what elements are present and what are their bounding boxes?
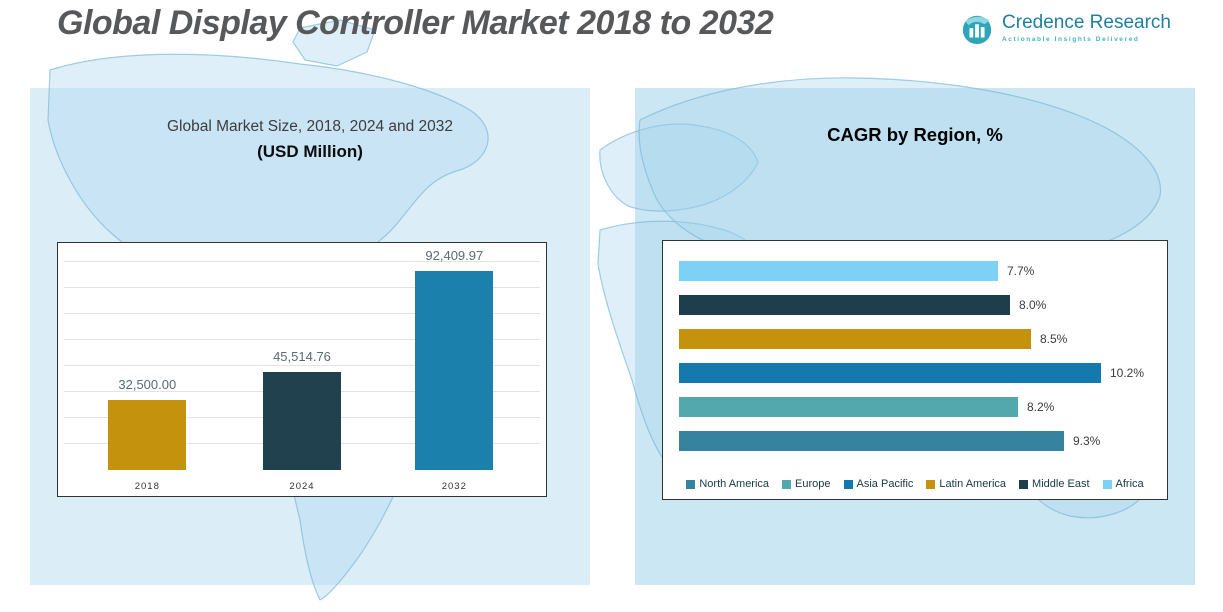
cagr-plot: 7.7% 8.0% 8.5% 10.2% 8.2% 9.3% [679,261,1159,465]
legend-item-europe: Europe [782,478,831,490]
market-size-chart-title: Global Market Size, 2018, 2024 and 2032 … [30,118,590,162]
page-title: Global Display Controller Market 2018 to… [57,4,774,42]
market-size-subtitle-line: (USD Million) [257,142,363,161]
legend-swatch [926,479,936,489]
market-size-chart: 32,500.00 45,514.76 92,409.97 2018 2024 2032 [57,242,547,497]
legend-label: Middle East [1032,478,1090,490]
cagr-bar-latin-america [679,329,1031,349]
legend-item-middle-east: Middle East [1019,478,1090,490]
cagr-bar-asia-pacific [679,363,1101,383]
legend-swatch [1102,479,1112,489]
cagr-row-north-america: 9.3% [679,431,1159,451]
bar-value-label: 45,514.76 [273,349,331,364]
legend-label: Latin America [939,478,1007,490]
bar-value-label: 32,500.00 [118,377,177,392]
legend-item-latin-america: Latin America [926,478,1006,490]
bar-value-label: 92,409.97 [425,248,484,263]
cagr-row-europe: 8.2% [679,397,1159,417]
legend-swatch [1019,479,1029,489]
cagr-bar-middle-east [679,295,1010,315]
cagr-bar-africa [679,261,998,281]
legend-label: Africa [1115,478,1144,490]
bar-2032 [415,271,494,470]
market-size-plot: 32,500.00 45,514.76 92,409.97 [64,248,540,470]
brand-name: Credence Research [1002,12,1171,33]
cagr-value-label: 10.2% [1110,366,1145,380]
credence-logo-icon [962,15,992,45]
cagr-legend: North America Europe Asia Pacific Latin Ame… [663,478,1167,490]
legend-label: North America [699,478,770,490]
brand-logo-text: Credence Research Actionable Insights De… [1002,12,1171,43]
cagr-value-label: 8.5% [1040,332,1068,346]
legend-swatch [843,479,853,489]
cagr-bar-europe [679,397,1018,417]
brand-logo: Credence Research Actionable Insights De… [960,12,1171,46]
cagr-row-africa: 7.7% [679,261,1159,281]
legend-swatch [686,479,696,489]
cagr-bar-north-america [679,431,1064,451]
legend-label: Asia Pacific [856,478,914,490]
market-size-categories: 2018 2024 2032 [64,478,540,492]
bar-category-label: 2032 [441,481,467,492]
cagr-value-label: 8.2% [1027,400,1055,414]
bar-category-label: 2018 [134,481,160,492]
cagr-value-label: 8.0% [1019,298,1047,312]
cagr-row-latin-america: 8.5% [679,329,1159,349]
legend-item-africa: Africa [1102,478,1144,490]
legend-label: Europe [795,478,831,490]
cagr-row-middle-east: 8.0% [679,295,1159,315]
cagr-chart: 7.7% 8.0% 8.5% 10.2% 8.2% 9.3% North America E… [662,240,1168,500]
legend-swatch [782,479,792,489]
cagr-value-label: 7.7% [1007,264,1035,278]
legend-item-north-america: North America [686,478,769,490]
brand-tagline: Actionable Insights Delivered [1002,36,1140,43]
legend-item-asia-pacific: Asia Pacific [843,478,914,490]
market-size-title-line: Global Market Size, 2018, 2024 and 2032 [166,118,454,135]
bar-category-label: 2024 [289,481,315,492]
bar-2018 [108,400,187,470]
cagr-chart-title: CAGR by Region, % [827,124,1003,145]
cagr-value-label: 9.3% [1073,434,1101,448]
cagr-row-asia-pacific: 10.2% [679,363,1159,383]
bar-2024 [263,372,341,470]
